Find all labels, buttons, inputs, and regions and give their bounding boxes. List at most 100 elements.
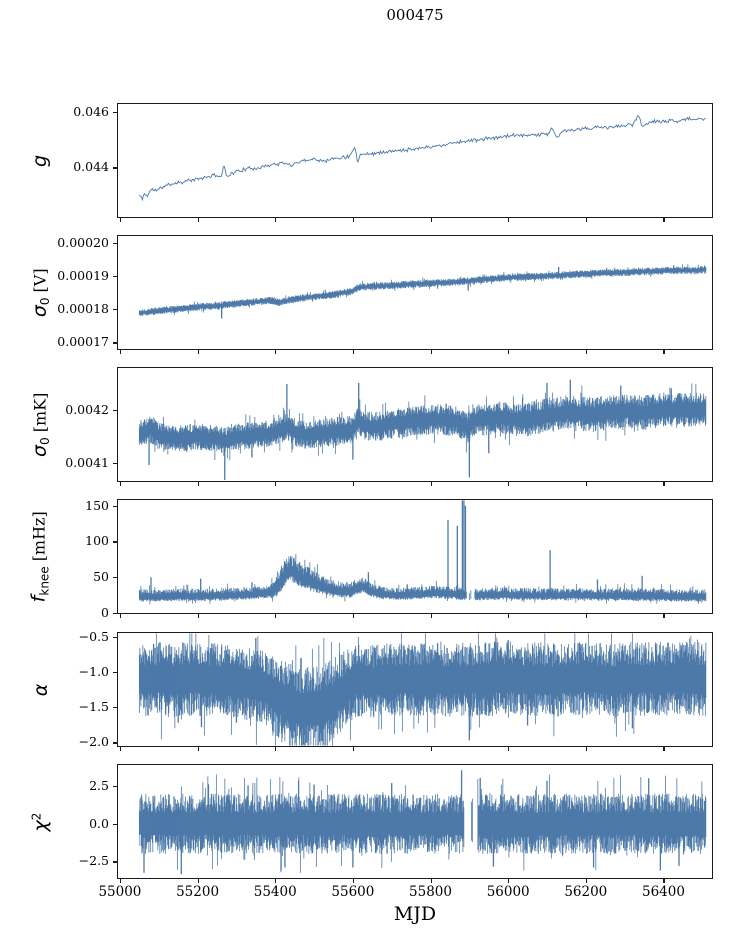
y-tick-label: −2.0 xyxy=(78,734,109,750)
x-axis-label: MJD xyxy=(393,903,437,925)
x-tick-label: 55200 xyxy=(176,884,220,900)
y-tick-mark xyxy=(113,462,117,465)
y-tick-mark xyxy=(113,275,117,278)
panel-fknee xyxy=(117,499,713,614)
ylabel-fknee-symbol: f xyxy=(28,595,51,603)
x-tick-mark xyxy=(585,482,587,486)
ylabel-chi2: χ2 xyxy=(12,765,68,878)
panel-g-plot xyxy=(118,104,712,217)
y-tick-mark xyxy=(113,636,117,638)
y-tick-label: −2.5 xyxy=(78,853,109,869)
ylabel-sigma0-mk-unit: [mK] xyxy=(30,392,50,432)
x-tick-mark xyxy=(508,614,510,618)
x-tick-mark xyxy=(197,350,199,354)
x-tick-mark xyxy=(585,614,587,618)
x-tick-mark xyxy=(585,879,587,883)
y-tick-label: 0 xyxy=(101,605,109,620)
panel-alpha-plot xyxy=(118,633,712,746)
x-tick-mark xyxy=(663,879,665,883)
x-tick-mark xyxy=(430,350,432,354)
x-tick-mark xyxy=(508,482,510,486)
y-tick-label: 0.00018 xyxy=(57,301,109,317)
x-tick-mark xyxy=(352,218,355,222)
ylabel-fknee-unit: [mHz] xyxy=(30,510,50,562)
y-tick-label: −1.0 xyxy=(78,663,109,679)
x-tick-mark xyxy=(119,614,122,618)
panel-g xyxy=(117,103,713,218)
x-tick-mark xyxy=(119,879,122,883)
x-tick-mark xyxy=(352,614,355,618)
x-tick-mark xyxy=(197,482,199,486)
y-tick-label: 0.0 xyxy=(89,815,109,831)
y-tick-mark xyxy=(113,112,117,114)
x-tick-mark xyxy=(352,350,355,354)
y-tick-mark xyxy=(113,613,117,615)
ylabel-sigma0-v-symbol: σ xyxy=(28,304,51,317)
y-tick-label: 0.046 xyxy=(73,104,109,120)
x-tick-mark xyxy=(508,879,510,883)
ylabel-sigma0-v-unit: [V] xyxy=(30,268,50,293)
ylabel-sigma0-mk-subscript: 0 xyxy=(37,436,52,445)
x-tick-label: 55800 xyxy=(409,884,452,900)
y-tick-label: 50 xyxy=(93,569,109,585)
ylabel-chi2-symbol: χ xyxy=(28,819,51,831)
y-tick-label: 0.00019 xyxy=(57,267,109,283)
x-tick-label: 55000 xyxy=(98,884,142,900)
y-tick-mark xyxy=(113,823,117,825)
x-tick-mark xyxy=(197,879,199,883)
ylabel-alpha-symbol: α xyxy=(29,683,51,696)
y-tick-mark xyxy=(113,786,117,788)
panel-chi2 xyxy=(117,764,713,879)
y-tick-mark xyxy=(113,167,117,169)
x-tick-mark xyxy=(663,482,665,486)
y-tick-label: 0.00020 xyxy=(57,234,109,250)
ylabel-sigma0-mk-symbol: σ xyxy=(28,444,51,457)
x-tick-label: 56200 xyxy=(564,884,608,900)
ylabel-fknee-subscript: knee xyxy=(37,566,52,596)
x-tick-mark xyxy=(197,218,199,222)
x-tick-mark xyxy=(352,482,355,486)
y-tick-label: 150 xyxy=(85,497,109,513)
ylabel-g-symbol: g xyxy=(29,154,51,167)
x-tick-label: 55400 xyxy=(253,884,297,900)
y-tick-mark xyxy=(113,409,117,411)
y-tick-mark xyxy=(113,342,117,344)
y-tick-label: −1.5 xyxy=(78,699,109,715)
panel-alpha xyxy=(117,632,713,747)
y-tick-mark xyxy=(113,671,117,674)
y-tick-label: 0.044 xyxy=(73,159,109,175)
x-tick-mark xyxy=(585,350,587,354)
panel-sigma0-v-plot xyxy=(118,236,712,349)
x-tick-mark xyxy=(275,747,277,751)
y-tick-label: 2.5 xyxy=(89,778,109,794)
panel-sigma0-mk-plot xyxy=(118,368,712,481)
ylabel-alpha: α xyxy=(12,633,68,746)
x-tick-mark xyxy=(663,614,665,618)
x-tick-mark xyxy=(352,747,355,751)
panel-sigma0-v xyxy=(117,235,713,350)
y-tick-mark xyxy=(113,861,117,863)
x-tick-label: 56000 xyxy=(486,884,530,900)
y-tick-label: −0.5 xyxy=(78,628,109,644)
x-tick-mark xyxy=(663,218,665,222)
panel-fknee-plot xyxy=(118,500,712,613)
x-tick-mark xyxy=(119,218,122,222)
y-tick-mark xyxy=(113,742,117,744)
x-tick-mark xyxy=(430,614,432,618)
x-tick-mark xyxy=(275,482,277,486)
figure-title: 000475 xyxy=(386,6,444,24)
x-tick-mark xyxy=(275,218,277,222)
x-tick-mark xyxy=(430,879,432,883)
x-tick-mark xyxy=(275,614,277,618)
x-tick-mark xyxy=(119,747,122,751)
ylabel-chi2-superscript: 2 xyxy=(28,812,43,820)
y-tick-mark xyxy=(113,577,117,579)
x-tick-mark xyxy=(508,218,510,222)
x-tick-mark xyxy=(197,747,199,751)
x-tick-mark xyxy=(663,747,665,751)
x-tick-mark xyxy=(430,482,432,486)
y-tick-label: 0.0041 xyxy=(65,454,109,470)
y-tick-label: 0.0042 xyxy=(65,401,109,417)
y-tick-mark xyxy=(113,707,117,709)
